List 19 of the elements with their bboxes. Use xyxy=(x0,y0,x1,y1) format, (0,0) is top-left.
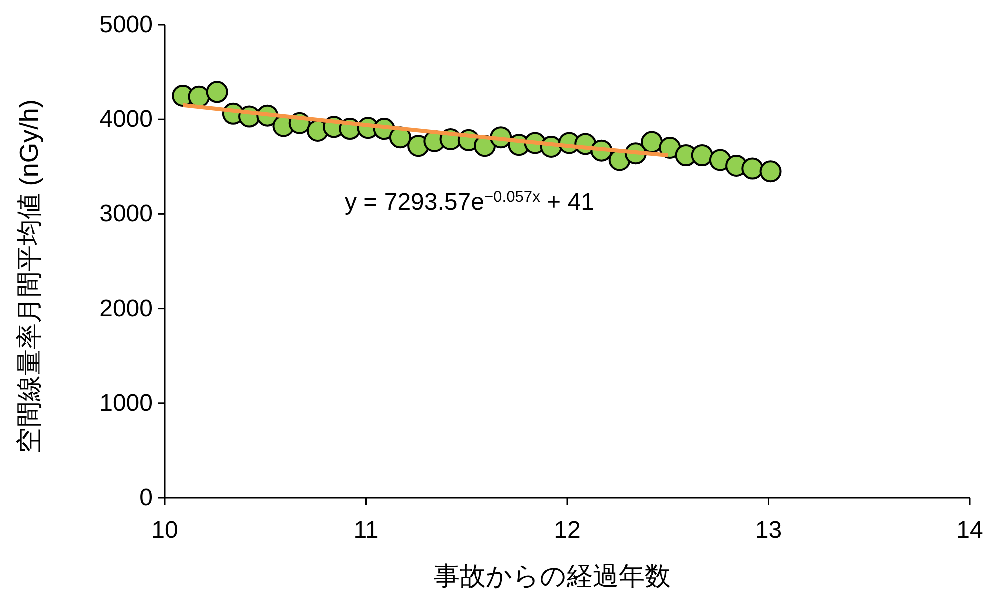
point xyxy=(691,144,714,167)
x-tick-label: 11 xyxy=(354,517,379,544)
x-tick-label: 13 xyxy=(755,517,782,544)
y-axis-title: 空間線量率月間平均値 (nGy/h) xyxy=(14,100,44,454)
y-tick-label: 5000 xyxy=(100,12,153,38)
y-tick-label: 3000 xyxy=(100,200,153,228)
point xyxy=(760,160,782,183)
x-tick-label: 10 xyxy=(152,517,178,544)
x-tick-label: 14 xyxy=(956,517,984,544)
y-tick-label: 0 xyxy=(140,484,153,512)
point xyxy=(206,81,228,104)
point xyxy=(641,131,664,154)
point xyxy=(742,158,764,180)
y-tick-label: 1000 xyxy=(100,390,153,417)
x-tick-label: 12 xyxy=(554,517,581,544)
y-tick-label: 2000 xyxy=(100,295,153,322)
y-tick-label: 4000 xyxy=(100,106,153,134)
annotation: y = 7293.57e$^{−0.057x}$ + 41 xyxy=(345,188,594,216)
x-axis-title: 事故からの経過年数 xyxy=(434,561,671,589)
